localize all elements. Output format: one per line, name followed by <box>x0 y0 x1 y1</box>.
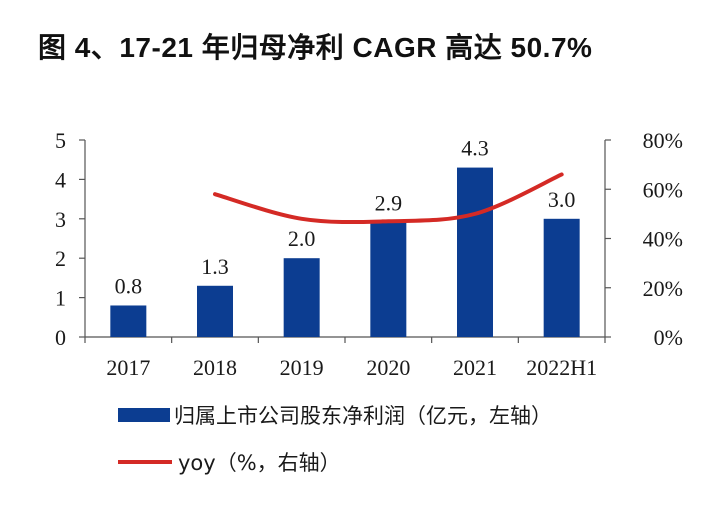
left-tick-label: 0 <box>55 325 66 350</box>
legend-line-label: yoy（%，右轴） <box>178 451 341 475</box>
bar-value-label: 4.3 <box>461 136 489 161</box>
line-series <box>213 172 564 225</box>
left-tick-label: 4 <box>55 167 66 192</box>
x-tick-label: 2021 <box>453 355 497 380</box>
right-tick-label: 20% <box>643 276 683 301</box>
axes: 0 1 2 3 4 5 0% 20% 40% 60% 80% 2017 2018 2019 2020 2021… <box>55 128 683 380</box>
bar <box>457 167 493 337</box>
x-tick-label: 2022H1 <box>526 355 597 380</box>
right-tick-label: 60% <box>643 177 683 202</box>
bar-series <box>110 167 580 337</box>
data-labels: 0.8 1.3 2.0 2.9 4.3 3.0 <box>115 136 576 299</box>
chart-title: 图 4、17-21 年归母净利 CAGR 高达 50.7% <box>38 32 593 63</box>
left-tick-label: 2 <box>55 246 66 271</box>
bar <box>110 305 147 337</box>
legend-bar-swatch <box>118 408 170 422</box>
bar-value-label: 0.8 <box>115 273 143 298</box>
yoy-line <box>213 172 564 225</box>
legend: 归属上市公司股东净利润（亿元，左轴） yoy（%，右轴） <box>118 404 552 475</box>
left-tick-label: 5 <box>55 128 66 153</box>
bar-value-label: 3.0 <box>548 187 576 212</box>
bar-value-label: 2.9 <box>375 191 403 216</box>
bar <box>197 285 233 337</box>
bar <box>543 218 580 337</box>
legend-bar-label: 归属上市公司股东净利润（亿元，左轴） <box>174 404 552 428</box>
right-tick-label: 40% <box>643 227 683 252</box>
bar <box>283 258 320 337</box>
left-tick-label: 3 <box>55 207 66 232</box>
bar-value-label: 1.3 <box>201 254 229 279</box>
bar-value-label: 2.0 <box>288 226 316 251</box>
left-tick-label: 1 <box>55 286 66 311</box>
x-tick-label: 2019 <box>280 355 324 380</box>
right-tick-label: 80% <box>643 128 683 153</box>
x-tick-label: 2017 <box>106 355 150 380</box>
x-tick-label: 2018 <box>193 355 237 380</box>
x-tick-label: 2020 <box>366 355 410 380</box>
bar <box>370 222 407 337</box>
right-tick-label: 0% <box>654 325 683 350</box>
